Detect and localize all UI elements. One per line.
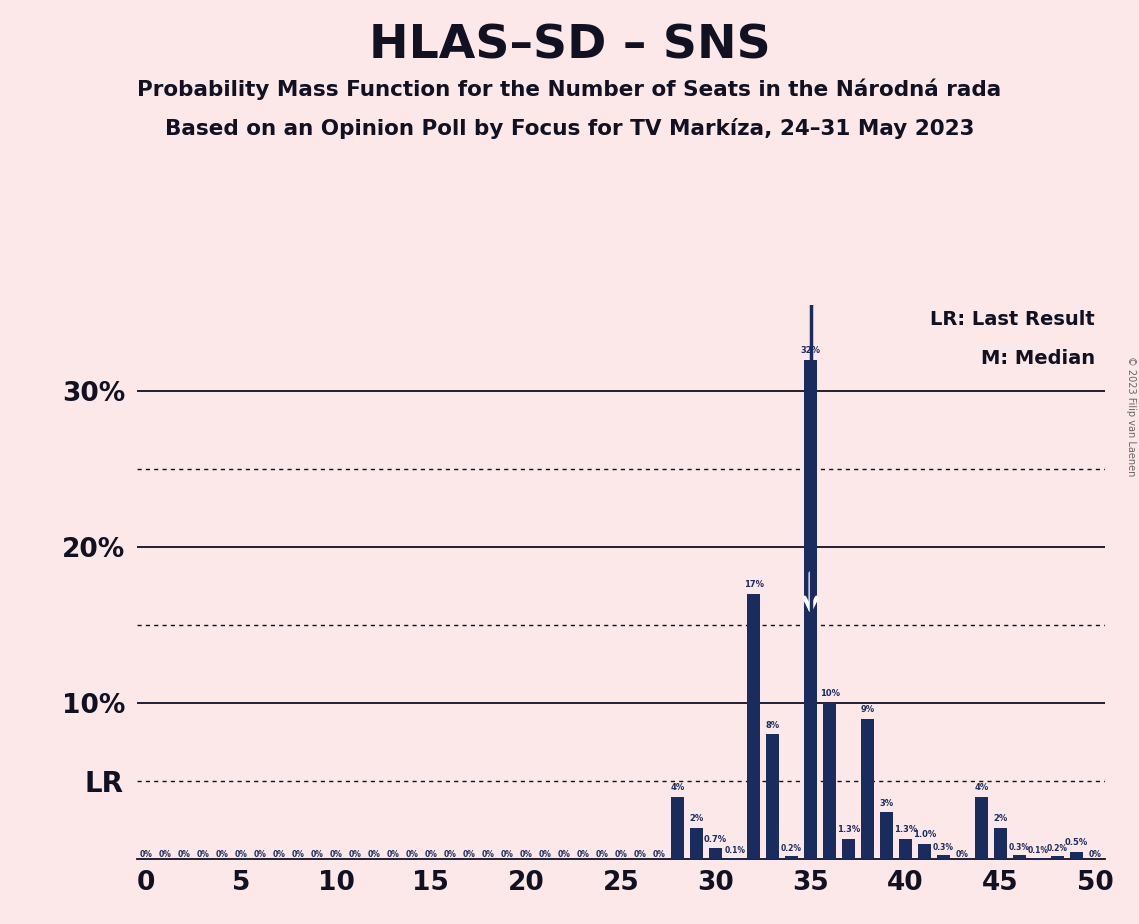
Bar [879, 812, 893, 859]
Text: 10%: 10% [820, 689, 839, 699]
Text: 0%: 0% [576, 849, 589, 858]
Bar [804, 359, 818, 859]
Text: 0%: 0% [482, 849, 494, 858]
Text: 0%: 0% [633, 849, 646, 858]
Text: 0%: 0% [614, 849, 628, 858]
Text: Based on an Opinion Poll by Focus for TV Markíza, 24–31 May 2023: Based on an Opinion Poll by Focus for TV… [165, 118, 974, 140]
Text: 0%: 0% [329, 849, 343, 858]
Text: 0%: 0% [653, 849, 665, 858]
Text: 9%: 9% [860, 705, 875, 714]
Bar [975, 796, 988, 859]
Text: 0.5%: 0.5% [1065, 838, 1088, 846]
Text: 0%: 0% [1089, 849, 1101, 858]
Text: LR: LR [84, 771, 123, 798]
Bar [899, 839, 912, 859]
Bar [747, 594, 761, 859]
Bar [1013, 855, 1026, 859]
Text: 0%: 0% [349, 849, 361, 858]
Text: 0%: 0% [956, 849, 969, 858]
Bar [785, 857, 798, 859]
Bar [728, 857, 741, 859]
Text: 0%: 0% [311, 849, 323, 858]
Text: 0%: 0% [292, 849, 304, 858]
Bar [861, 719, 875, 859]
Text: 0%: 0% [197, 849, 210, 858]
Text: 0%: 0% [519, 849, 532, 858]
Bar [671, 796, 685, 859]
Text: 0.1%: 0.1% [1027, 845, 1049, 855]
Text: 4%: 4% [974, 784, 989, 792]
Text: 8%: 8% [765, 721, 780, 730]
Bar [993, 828, 1007, 859]
Bar [708, 848, 722, 859]
Text: 4%: 4% [671, 784, 685, 792]
Text: 0.2%: 0.2% [1047, 844, 1068, 853]
Text: 0%: 0% [539, 849, 551, 858]
Text: 0.3%: 0.3% [1009, 843, 1030, 852]
Text: 0%: 0% [178, 849, 190, 858]
Text: 0%: 0% [557, 849, 571, 858]
Text: 0%: 0% [254, 849, 267, 858]
Text: 0.2%: 0.2% [781, 844, 802, 853]
Text: 3%: 3% [879, 798, 894, 808]
Text: 0%: 0% [405, 849, 418, 858]
Bar [690, 828, 703, 859]
Bar [918, 844, 931, 859]
Text: HLAS–SD – SNS: HLAS–SD – SNS [369, 23, 770, 68]
Text: M: Median: M: Median [981, 349, 1095, 369]
Text: 0%: 0% [140, 849, 153, 858]
Text: 0%: 0% [425, 849, 437, 858]
Text: 0%: 0% [443, 849, 457, 858]
Text: 0%: 0% [368, 849, 380, 858]
Bar [1032, 857, 1046, 859]
Text: 2%: 2% [993, 814, 1008, 823]
Bar [1070, 852, 1083, 859]
Text: 1.3%: 1.3% [894, 825, 917, 834]
Text: 0%: 0% [462, 849, 475, 858]
Bar [1050, 857, 1064, 859]
Text: 17%: 17% [744, 580, 763, 590]
Bar [936, 855, 950, 859]
Text: 0%: 0% [386, 849, 400, 858]
Text: 0%: 0% [158, 849, 172, 858]
Text: © 2023 Filip van Laenen: © 2023 Filip van Laenen [1126, 356, 1136, 476]
Text: 1.3%: 1.3% [837, 825, 860, 834]
Bar [842, 839, 855, 859]
Bar [822, 703, 836, 859]
Text: 0%: 0% [215, 849, 229, 858]
Text: 0%: 0% [272, 849, 286, 858]
Text: 0.1%: 0.1% [724, 845, 745, 855]
Text: 0%: 0% [596, 849, 608, 858]
Text: LR: Last Result: LR: Last Result [931, 310, 1095, 330]
Text: 32%: 32% [801, 346, 820, 355]
Text: 2%: 2% [689, 814, 704, 823]
Text: 1.0%: 1.0% [912, 830, 936, 839]
Text: 0.7%: 0.7% [704, 834, 727, 844]
Text: Probability Mass Function for the Number of Seats in the Národná rada: Probability Mass Function for the Number… [138, 79, 1001, 100]
Bar [765, 735, 779, 859]
Text: 0%: 0% [500, 849, 514, 858]
Text: 0.3%: 0.3% [933, 843, 954, 852]
Text: 0%: 0% [235, 849, 247, 858]
